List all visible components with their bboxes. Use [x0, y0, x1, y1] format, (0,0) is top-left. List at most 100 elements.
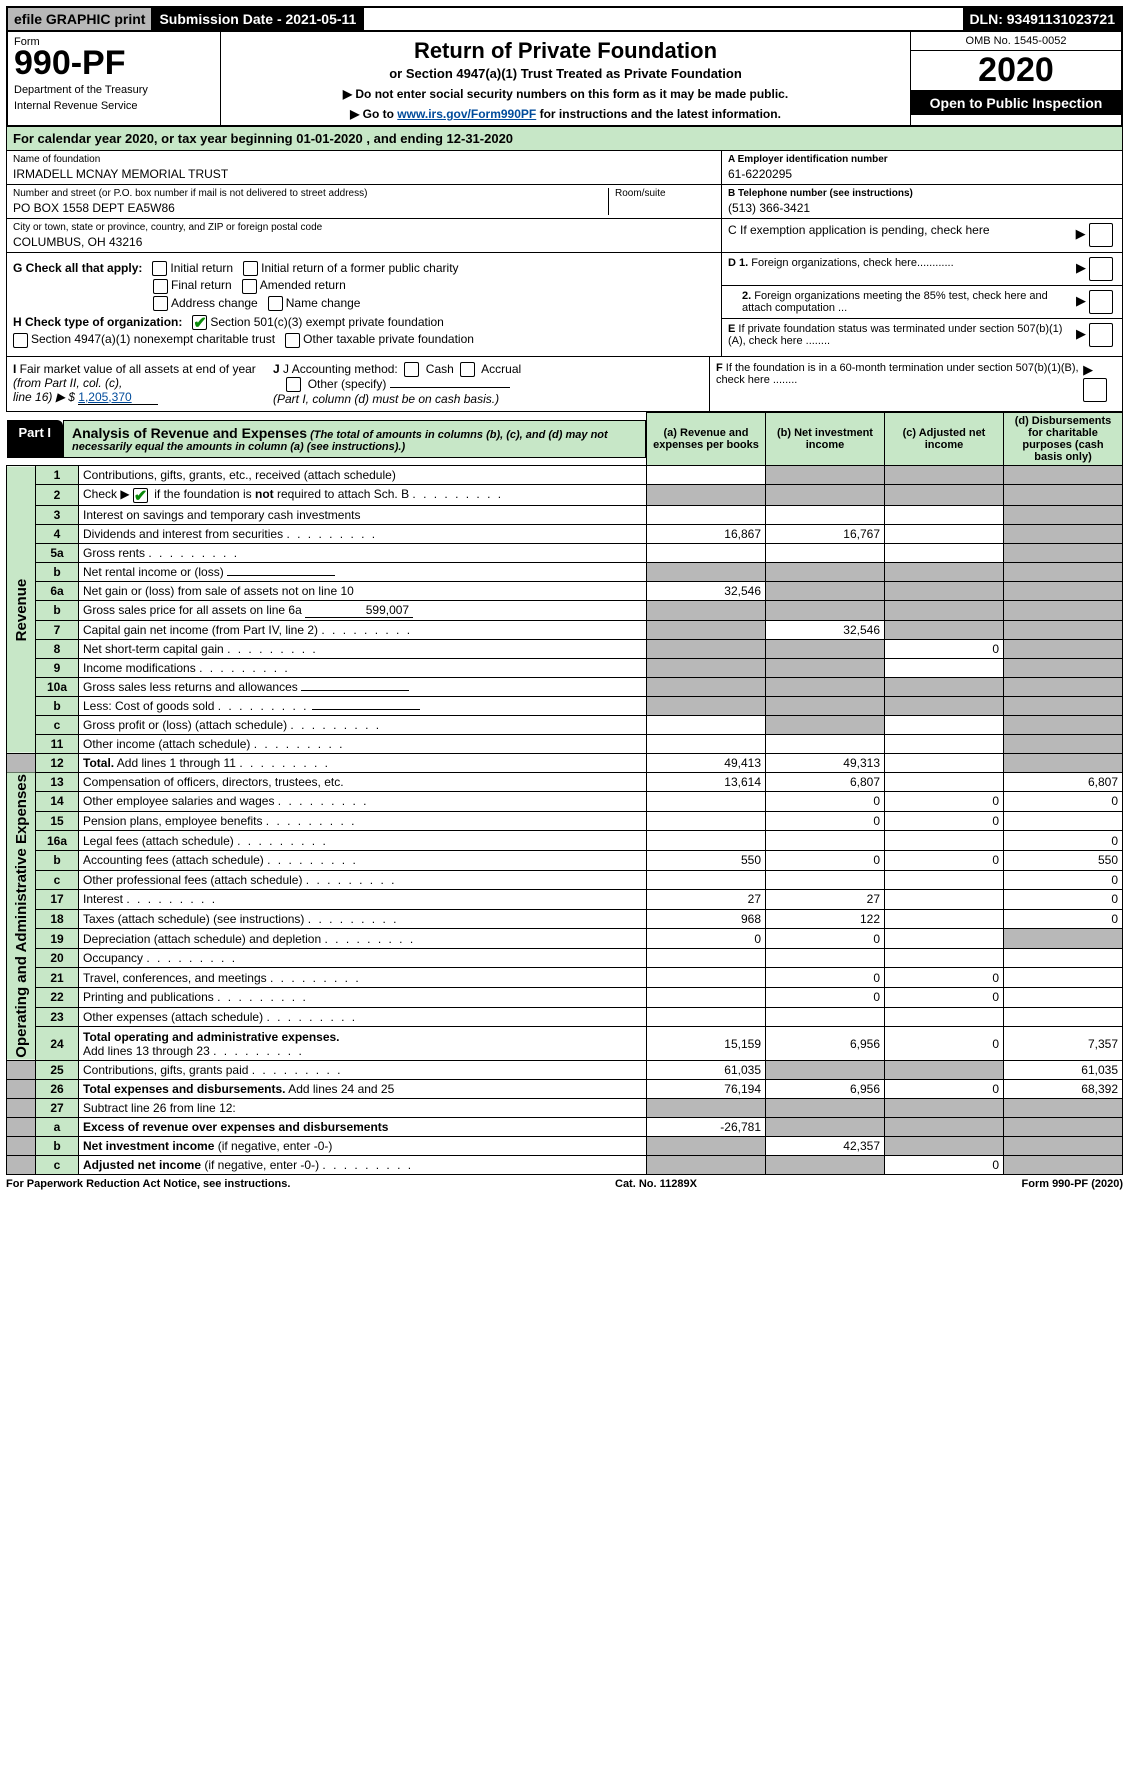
row-7: 7Capital gain net income (from Part IV, … [7, 620, 1123, 639]
fmv-line-label: line 16) ▶ $ [13, 390, 75, 404]
j-cash-checkbox[interactable] [404, 362, 419, 377]
city-cell: City or town, state or province, country… [7, 219, 721, 252]
row-26: 26Total expenses and disbursements. Add … [7, 1080, 1123, 1099]
g-name-checkbox[interactable] [268, 296, 283, 311]
checks-left: G Check all that apply: Initial return I… [7, 253, 721, 356]
row-2: 2 Check ▶ if the foundation is not requi… [7, 485, 1123, 505]
h-other: Other taxable private foundation [303, 332, 474, 346]
h-4947: Section 4947(a)(1) nonexempt charitable … [31, 332, 275, 346]
row-22: 22Printing and publications 00 [7, 987, 1123, 1007]
h-501c3: Section 501(c)(3) exempt private foundat… [210, 315, 443, 329]
h-501c3-checkbox[interactable] [192, 315, 207, 330]
col-b-header: (b) Net investment income [766, 413, 885, 466]
instructions-link[interactable]: www.irs.gov/Form990PF [397, 107, 536, 121]
room-cell: Room/suite [609, 188, 715, 215]
calendar-year-line: For calendar year 2020, or tax year begi… [6, 127, 1123, 151]
footer-left: For Paperwork Reduction Act Notice, see … [6, 1178, 290, 1190]
goto-post: for instructions and the latest informat… [536, 107, 781, 121]
g-amended-checkbox[interactable] [242, 279, 257, 294]
row-12: 12Total. Total. Add lines 1 through 11Ad… [7, 753, 1123, 772]
irs-label: Internal Revenue Service [14, 100, 214, 112]
f-checkbox[interactable] [1083, 378, 1107, 402]
expenses-label: Operating and Administrative Expenses [7, 772, 36, 1061]
d1-row: D 1. D 1. Foreign organizations, check h… [722, 253, 1122, 286]
row-10a: 10aGross sales less returns and allowanc… [7, 677, 1123, 696]
item-c-checkbox[interactable] [1089, 223, 1113, 247]
tel-value: (513) 366-3421 [728, 201, 1116, 215]
fmv-section: I Fair market value of all assets at end… [6, 357, 1123, 413]
row-9: 9Income modifications [7, 658, 1123, 677]
h-4947-checkbox[interactable] [13, 333, 28, 348]
open-public: Open to Public Inspection [911, 91, 1121, 115]
d2-row: 2. Foreign organizations meeting the 85%… [722, 286, 1122, 319]
foundation-name: IRMADELL MCNAY MEMORIAL TRUST [13, 167, 715, 181]
item-c-row: C If exemption application is pending, c… [722, 219, 1122, 251]
checks-right: D 1. D 1. Foreign organizations, check h… [721, 253, 1122, 356]
row-6a: 6aNet gain or (loss) from sale of assets… [7, 581, 1123, 600]
room-label: Room/suite [615, 188, 715, 199]
d2-checkbox[interactable] [1089, 290, 1113, 314]
j-accrual-checkbox[interactable] [460, 362, 475, 377]
e-checkbox[interactable] [1089, 323, 1113, 347]
cal-pre: For calendar year 2020, or tax year begi… [13, 131, 296, 146]
name-label: Name of foundation [13, 154, 715, 165]
cal-begin: 01-01-2020 [296, 131, 363, 146]
footer-right: Form 990-PF (2020) [1022, 1178, 1124, 1190]
tel-cell: B Telephone number (see instructions) (5… [722, 185, 1122, 219]
g-address-checkbox[interactable] [153, 296, 168, 311]
schb-checkbox[interactable] [133, 488, 148, 503]
part1-table: Part I Analysis of Revenue and Expenses … [6, 412, 1123, 1175]
dept-treasury: Department of the Treasury [14, 84, 214, 96]
omb-number: OMB No. 1545-0052 [911, 32, 1121, 51]
row-19: 19Depreciation (attach schedule) and dep… [7, 929, 1123, 949]
row-17: 17Interest 27270 [7, 890, 1123, 910]
city-label: City or town, state or province, country… [13, 222, 715, 233]
j-other-checkbox[interactable] [286, 377, 301, 392]
row-14: 14Other employee salaries and wages 000 [7, 792, 1123, 812]
row-27: 27Subtract line 26 from line 12: [7, 1099, 1123, 1118]
g-final-checkbox[interactable] [153, 279, 168, 294]
d1-checkbox[interactable] [1089, 257, 1113, 281]
g-row: G Check all that apply: Initial return I… [13, 261, 715, 276]
cal-end: 12-31-2020 [447, 131, 514, 146]
foundation-name-cell: Name of foundation IRMADELL MCNAY MEMORI… [7, 151, 721, 185]
form-year-block: OMB No. 1545-0052 2020 Open to Public In… [911, 32, 1121, 125]
row-18: 18Taxes (attach schedule) (see instructi… [7, 909, 1123, 929]
col-a-header: (a) Revenue and expenses per books [647, 413, 766, 466]
row-6b: bGross sales price for all assets on lin… [7, 600, 1123, 620]
line-2-desc: Check ▶ if the foundation is not require… [79, 485, 647, 505]
h-other-checkbox[interactable] [285, 333, 300, 348]
g-amended: Amended return [260, 278, 346, 292]
part1-tab: Part I [7, 420, 64, 458]
row-23: 23Other expenses (attach schedule) [7, 1007, 1123, 1027]
row-5b: bNet rental income or (loss) [7, 562, 1123, 581]
j-note: (Part I, column (d) must be on cash basi… [273, 392, 499, 406]
row-4: 4Dividends and interest from securities … [7, 524, 1123, 543]
fmv-amount[interactable]: 1,205,370 [78, 390, 158, 405]
g-label: G Check all that apply: [13, 261, 142, 275]
item-c-label: C If exemption application is pending, c… [728, 223, 1076, 237]
row-15: 15Pension plans, employee benefits 00 [7, 811, 1123, 831]
row-5a: 5aGross rents [7, 543, 1123, 562]
col-c-header: (c) Adjusted net income [885, 413, 1004, 466]
ein-label: A Employer identification number [728, 154, 1116, 165]
g-initial-former-checkbox[interactable] [243, 261, 258, 276]
street-cell: Number and street (or P.O. box number if… [13, 188, 609, 215]
goto-pre: ▶ Go to [350, 107, 397, 121]
col-d-header: (d) Disbursements for charitable purpose… [1004, 413, 1123, 466]
row-25: 25Contributions, gifts, grants paid 61,0… [7, 1061, 1123, 1080]
efile-label: efile GRAPHIC print [8, 8, 153, 30]
part1-title-text: Analysis of Revenue and Expenses [72, 425, 307, 441]
revenue-label: Revenue [7, 466, 36, 753]
street-address: PO BOX 1558 DEPT EA5W86 [13, 201, 608, 215]
line-1-desc: Contributions, gifts, grants, etc., rece… [79, 466, 647, 485]
row-1: Revenue 1 Contributions, gifts, grants, … [7, 466, 1123, 485]
part1-title: Analysis of Revenue and Expenses (The to… [63, 420, 646, 458]
e-row: E If private foundation status was termi… [722, 319, 1122, 351]
g-initial-return-checkbox[interactable] [152, 261, 167, 276]
form-header: Form 990-PF Department of the Treasury I… [6, 32, 1123, 127]
topbar-spacer [364, 8, 963, 30]
dln: DLN: 93491131023721 [963, 8, 1121, 30]
row-10c: cGross profit or (loss) (attach schedule… [7, 715, 1123, 734]
j-other: Other (specify) [308, 377, 387, 391]
